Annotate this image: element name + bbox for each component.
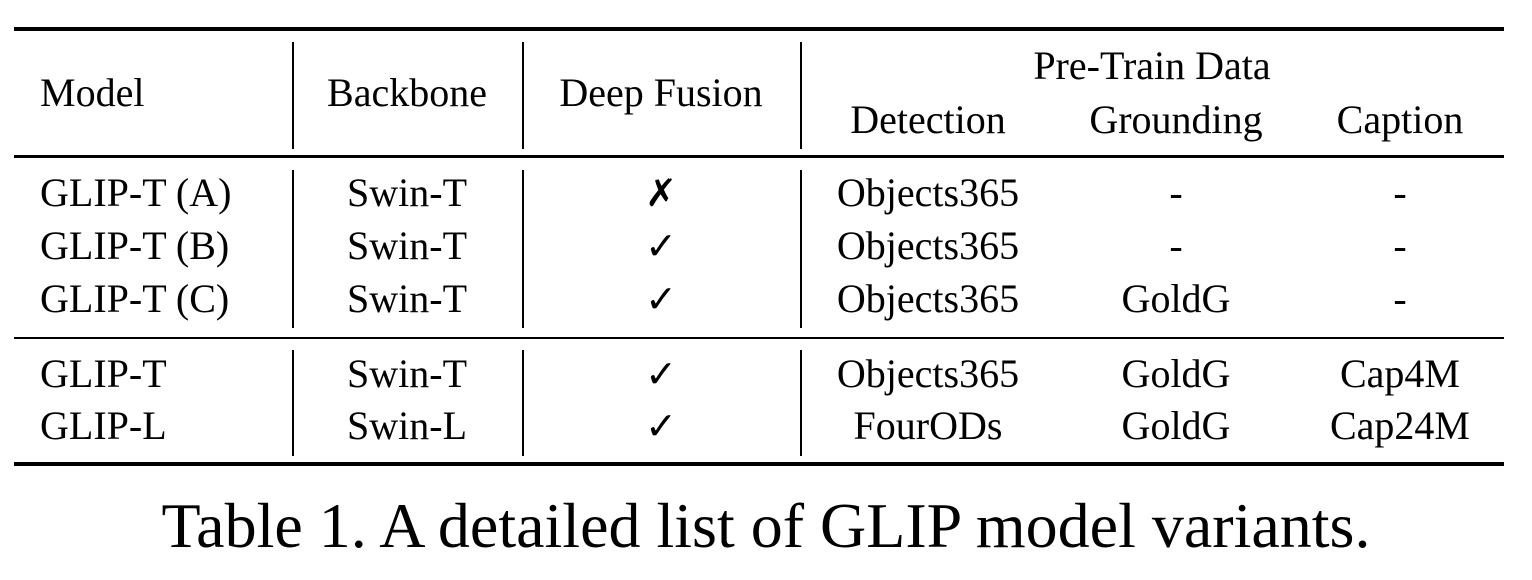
col-divider <box>522 42 524 149</box>
cell-detection: Objects365 <box>836 170 1020 215</box>
cell-grounding: GoldG <box>1121 276 1231 321</box>
cell-caption: - <box>1393 223 1407 268</box>
check-mark-icon: ✓ <box>645 352 677 396</box>
cell-model: GLIP-T (B) <box>40 223 230 268</box>
cell-detection: Objects365 <box>836 351 1020 396</box>
cell-detection: Objects365 <box>836 223 1020 268</box>
cell-grounding: - <box>1169 223 1183 268</box>
cell-backbone: Swin-T <box>347 223 467 268</box>
cell-detection: Objects365 <box>836 276 1020 321</box>
header-rule <box>14 155 1504 158</box>
cell-caption: - <box>1393 170 1407 215</box>
cross-mark-icon: ✗ <box>645 171 677 215</box>
cell-model: GLIP-T (C) <box>40 276 230 321</box>
cell-model: GLIP-L <box>40 403 167 448</box>
cell-grounding: GoldG <box>1121 351 1231 396</box>
col-divider <box>292 350 294 456</box>
header-backbone: Backbone <box>327 70 487 115</box>
col-divider <box>522 350 524 456</box>
check-mark-icon: ✓ <box>645 404 677 448</box>
cell-grounding: GoldG <box>1121 403 1231 448</box>
col-divider <box>292 170 294 328</box>
cell-detection: FourODs <box>853 403 1003 448</box>
col-divider <box>800 170 802 328</box>
check-mark-icon: ✓ <box>645 277 677 321</box>
header-deep-fusion: Deep Fusion <box>559 70 763 115</box>
bottom-rule <box>14 462 1504 466</box>
cell-backbone: Swin-T <box>347 276 467 321</box>
cell-backbone: Swin-T <box>347 351 467 396</box>
cell-caption: - <box>1393 276 1407 321</box>
col-divider <box>800 350 802 456</box>
table-caption: Table 1. A detailed list of GLIP model v… <box>161 490 1371 561</box>
top-rule <box>14 27 1504 31</box>
cell-model: GLIP-T (A) <box>40 170 232 215</box>
cell-caption: Cap4M <box>1340 351 1460 396</box>
col-divider <box>800 42 802 149</box>
cell-model: GLIP-T <box>40 351 167 396</box>
cell-backbone: Swin-L <box>347 403 467 448</box>
cell-grounding: - <box>1169 170 1183 215</box>
check-mark-icon: ✓ <box>645 224 677 268</box>
header-pretrain-data: Pre-Train Data <box>1033 43 1271 88</box>
col-divider <box>522 170 524 328</box>
header-model: Model <box>40 70 145 115</box>
cell-caption: Cap24M <box>1330 403 1470 448</box>
header-grounding: Grounding <box>1089 97 1263 142</box>
cell-backbone: Swin-T <box>347 170 467 215</box>
header-detection: Detection <box>850 97 1006 142</box>
col-divider <box>292 42 294 149</box>
group-rule <box>14 337 1504 339</box>
header-caption: Caption <box>1336 97 1464 142</box>
